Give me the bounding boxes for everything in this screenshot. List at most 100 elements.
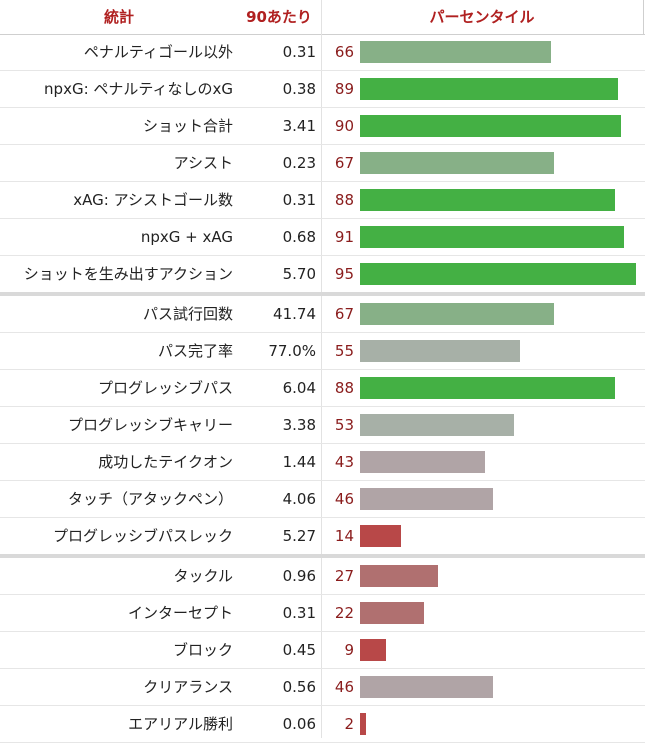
table-row: npxG: ペナルティなしのxG 0.38 89 xyxy=(0,71,645,108)
percentile-value: 46 xyxy=(334,490,354,508)
stat-label: ショット合計 xyxy=(142,117,233,135)
stat-label: 成功したテイクオン xyxy=(98,453,233,471)
per90-value: 41.74 xyxy=(273,305,316,323)
percentile-value: 43 xyxy=(334,453,354,471)
percentile-bar xyxy=(360,676,493,698)
table-row: パス完了率 77.0% 55 xyxy=(0,333,645,370)
percentile-bar xyxy=(360,451,485,473)
percentile-value: 95 xyxy=(334,265,354,283)
percentile-value: 2 xyxy=(344,715,354,733)
table-row: xAG: アシストゴール数 0.31 88 xyxy=(0,182,645,219)
per90-value: 0.68 xyxy=(282,228,316,246)
per90-value: 4.06 xyxy=(282,490,316,508)
stat-label: プログレッシブパスレック xyxy=(52,527,233,545)
table-row: タックル 0.96 27 xyxy=(0,558,645,595)
percentile-value: 91 xyxy=(334,228,354,246)
per90-value: 0.56 xyxy=(282,678,316,696)
table-row: タッチ（アタックペン） 4.06 46 xyxy=(0,481,645,518)
table-row: ショット合計 3.41 90 xyxy=(0,108,645,145)
per90-value: 0.45 xyxy=(282,641,316,659)
stat-label: ブロック xyxy=(172,641,233,659)
percentile-value: 90 xyxy=(334,117,354,135)
percentile-value: 53 xyxy=(334,416,354,434)
stat-label: npxG: ペナルティなしのxG xyxy=(44,80,233,98)
header-stat[interactable]: 統計 xyxy=(103,8,134,26)
percentile-value: 88 xyxy=(334,379,354,397)
per90-value: 0.31 xyxy=(282,191,316,209)
stat-label: パス試行回数 xyxy=(142,305,233,323)
percentile-value: 88 xyxy=(334,191,354,209)
percentile-bar xyxy=(360,565,438,587)
stat-label: ショットを生み出すアクション xyxy=(23,265,233,283)
stat-label: タックル xyxy=(173,567,233,585)
group-separator xyxy=(0,292,645,296)
percentile-bar xyxy=(360,639,386,661)
per90-value: 1.44 xyxy=(282,453,316,471)
percentile-bar xyxy=(360,713,366,735)
stat-label: クリアランス xyxy=(143,678,233,696)
per90-value: 0.31 xyxy=(282,604,316,622)
table-row: パス試行回数 41.74 67 xyxy=(0,296,645,333)
per90-value: 5.70 xyxy=(282,265,316,283)
stat-label: ペナルティゴール以外 xyxy=(83,43,233,61)
per90-value: 3.41 xyxy=(282,117,316,135)
table-header: 統計 90あたり パーセンタイル xyxy=(0,0,645,35)
percentile-value: 9 xyxy=(344,641,354,659)
percentile-bar xyxy=(360,226,624,248)
stat-label: プログレッシブパス xyxy=(97,379,233,397)
per90-value: 77.0% xyxy=(268,342,316,360)
per90-value: 0.23 xyxy=(282,154,316,172)
table-row: プログレッシブパスレック 5.27 14 xyxy=(0,518,645,555)
percentile-bar xyxy=(360,340,520,362)
percentile-bar xyxy=(360,78,618,100)
table-row: クリアランス 0.56 46 xyxy=(0,669,645,706)
percentile-value: 67 xyxy=(334,305,354,323)
header-right-border xyxy=(643,0,644,34)
percentile-bar xyxy=(360,115,621,137)
per90-value: 3.38 xyxy=(282,416,316,434)
stat-label: インターセプト xyxy=(127,604,233,622)
percentile-value: 67 xyxy=(334,154,354,172)
stat-label: プログレッシブキャリー xyxy=(67,416,233,434)
percentile-bar xyxy=(360,525,401,547)
percentile-value: 66 xyxy=(334,43,354,61)
table-row: インターセプト 0.31 22 xyxy=(0,595,645,632)
percentile-bar xyxy=(360,189,615,211)
stat-label: アシスト xyxy=(173,154,233,172)
percentile-bar xyxy=(360,263,636,285)
header-per90[interactable]: 90あたり xyxy=(246,8,312,26)
percentile-value: 27 xyxy=(334,567,354,585)
percentile-value: 46 xyxy=(334,678,354,696)
percentile-bar xyxy=(360,602,424,624)
table-row: npxG + xAG 0.68 91 xyxy=(0,219,645,256)
percentile-value: 89 xyxy=(334,80,354,98)
per90-value: 5.27 xyxy=(282,527,316,545)
per90-value: 0.06 xyxy=(282,715,316,733)
table-row: ショットを生み出すアクション 5.70 95 xyxy=(0,256,645,293)
stat-label: xAG: アシストゴール数 xyxy=(73,191,233,209)
per90-value: 0.31 xyxy=(282,43,316,61)
table-row: アシスト 0.23 67 xyxy=(0,145,645,182)
stat-label: パス完了率 xyxy=(157,342,233,360)
per90-value: 0.38 xyxy=(282,80,316,98)
stat-label: タッチ（アタックペン） xyxy=(67,490,233,508)
header-percentile[interactable]: パーセンタイル xyxy=(429,8,535,26)
percentile-bar xyxy=(360,152,554,174)
per90-value: 6.04 xyxy=(282,379,316,397)
percentile-bar xyxy=(360,377,615,399)
percentile-bar xyxy=(360,414,514,436)
percentile-value: 55 xyxy=(334,342,354,360)
table-row: ブロック 0.45 9 xyxy=(0,632,645,669)
table-row: エアリアル勝利 0.06 2 xyxy=(0,706,645,743)
per90-value: 0.96 xyxy=(282,567,316,585)
percentile-bar xyxy=(360,303,554,325)
percentile-value: 22 xyxy=(334,604,354,622)
group-separator xyxy=(0,554,645,558)
percentile-bar xyxy=(360,41,551,63)
table-row: プログレッシブキャリー 3.38 53 xyxy=(0,407,645,444)
percentile-bar xyxy=(360,488,493,510)
table-row: 成功したテイクオン 1.44 43 xyxy=(0,444,645,481)
stat-label: エアリアル勝利 xyxy=(128,715,233,733)
stat-label: npxG + xAG xyxy=(140,228,233,246)
